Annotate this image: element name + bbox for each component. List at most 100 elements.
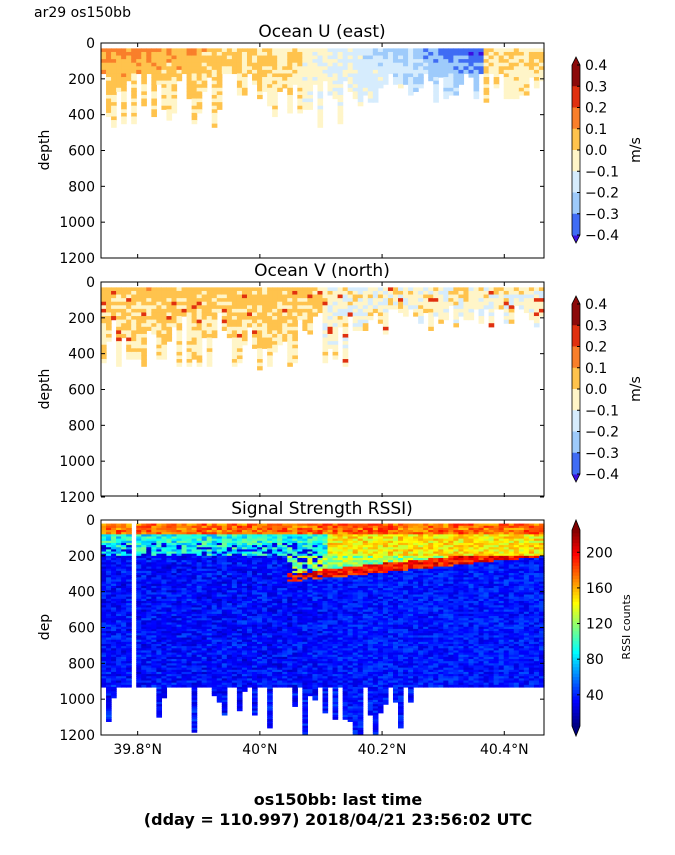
heatmap-cell	[302, 77, 308, 82]
heatmap-cell	[236, 337, 243, 342]
heatmap-cell	[186, 560, 193, 563]
heatmap-cell	[413, 51, 419, 57]
heatmap-cell	[282, 62, 288, 67]
heatmap-cell	[377, 298, 384, 303]
heatmap-cell	[458, 305, 465, 310]
heatmap-cell	[342, 323, 349, 328]
heatmap-cell	[337, 80, 344, 85]
heatmap-cell	[211, 659, 218, 662]
heatmap-cell	[171, 298, 178, 303]
heatmap-cell	[191, 527, 198, 531]
heatmap-cell	[101, 287, 107, 292]
heatmap-cell	[262, 618, 268, 621]
heatmap-cell	[166, 51, 173, 57]
heatmap-cell	[206, 616, 213, 619]
heatmap-cell	[136, 536, 142, 540]
heatmap-cell	[126, 605, 132, 609]
heatmap-cell	[327, 62, 334, 67]
heatmap-cell	[252, 337, 258, 342]
heatmap-cell	[216, 77, 223, 82]
heatmap-cell	[156, 341, 163, 346]
heatmap-cell	[141, 55, 147, 60]
heatmap-cell	[201, 573, 208, 576]
heatmap-cell	[347, 298, 354, 303]
heatmap-cell	[201, 557, 208, 561]
heatmap-cell	[176, 680, 183, 684]
heatmap-cell	[136, 663, 142, 667]
heatmap-cell	[126, 566, 132, 570]
heatmap-cell	[156, 69, 163, 75]
heatmap-cell	[287, 308, 293, 314]
heatmap-cell	[201, 564, 208, 568]
heatmap-cell	[141, 603, 147, 606]
heatmap-cell	[453, 287, 460, 292]
heatmap-cell	[166, 570, 173, 574]
heatmap-cell	[201, 536, 208, 540]
heatmap-cell	[498, 62, 505, 67]
heatmap-cell	[528, 312, 535, 317]
heatmap-cell	[418, 319, 424, 324]
heatmap-cell	[191, 323, 198, 328]
heatmap-cell	[156, 570, 163, 574]
heatmap-cell	[151, 676, 157, 679]
heatmap-cell	[151, 109, 157, 114]
heatmap-cell	[211, 91, 218, 96]
heatmap-cell	[357, 298, 364, 303]
heatmap-cell	[453, 73, 460, 78]
heatmap-cell	[161, 557, 168, 561]
heatmap-cell	[226, 590, 233, 593]
heatmap-cell	[206, 684, 213, 688]
heatmap-cell	[262, 84, 268, 89]
heatmap-cell	[126, 680, 132, 684]
heatmap-cell	[131, 348, 137, 353]
heatmap-cell	[362, 308, 369, 314]
heatmap-cell	[418, 48, 424, 53]
heatmap-cell	[231, 616, 238, 619]
heatmap-cell	[126, 590, 132, 593]
heatmap-cell	[372, 298, 379, 303]
heatmap-cell	[146, 600, 152, 604]
heatmap-cell	[236, 84, 243, 89]
heatmap-cell	[453, 66, 460, 71]
heatmap-cell	[166, 69, 173, 75]
heatmap-cell	[191, 570, 198, 574]
heatmap-cell	[246, 684, 253, 688]
heatmap-cell	[211, 80, 218, 85]
heatmap-cell	[262, 290, 268, 296]
heatmap-cell	[413, 48, 419, 53]
heatmap-cell	[221, 618, 228, 621]
heatmap-cell	[181, 290, 188, 296]
heatmap-cell	[141, 652, 147, 656]
heatmap-cell	[211, 51, 218, 57]
heatmap-cell	[196, 540, 203, 544]
heatmap-cell	[196, 663, 203, 667]
heatmap-cell	[111, 312, 117, 317]
heatmap-cell	[236, 575, 243, 578]
heatmap-cell	[111, 549, 117, 553]
heatmap-cell	[111, 590, 117, 593]
heatmap-cell	[367, 87, 374, 92]
heatmap-cell	[201, 628, 208, 632]
heatmap-cell	[141, 667, 147, 671]
heatmap-cell	[287, 305, 293, 310]
heatmap-cell	[352, 66, 359, 71]
heatmap-cell	[136, 603, 142, 606]
heatmap-cell	[257, 536, 263, 540]
heatmap-cell	[206, 609, 213, 613]
heatmap-cell	[287, 73, 293, 78]
heatmap-cell	[126, 560, 132, 563]
heatmap-cell	[171, 564, 178, 568]
heatmap-cell	[257, 87, 263, 92]
heatmap-cell	[126, 682, 132, 686]
heatmap-cell	[101, 639, 107, 643]
heatmap-cell	[121, 637, 127, 641]
heatmap-cell	[231, 290, 238, 296]
heatmap-cell	[246, 600, 253, 604]
heatmap-cell	[101, 337, 107, 342]
heatmap-cell	[458, 73, 465, 78]
heatmap-cell	[392, 287, 399, 292]
heatmap-cell	[146, 650, 152, 654]
heatmap-cell	[282, 319, 288, 324]
heatmap-cell	[272, 55, 278, 60]
heatmap-cell	[221, 699, 228, 703]
